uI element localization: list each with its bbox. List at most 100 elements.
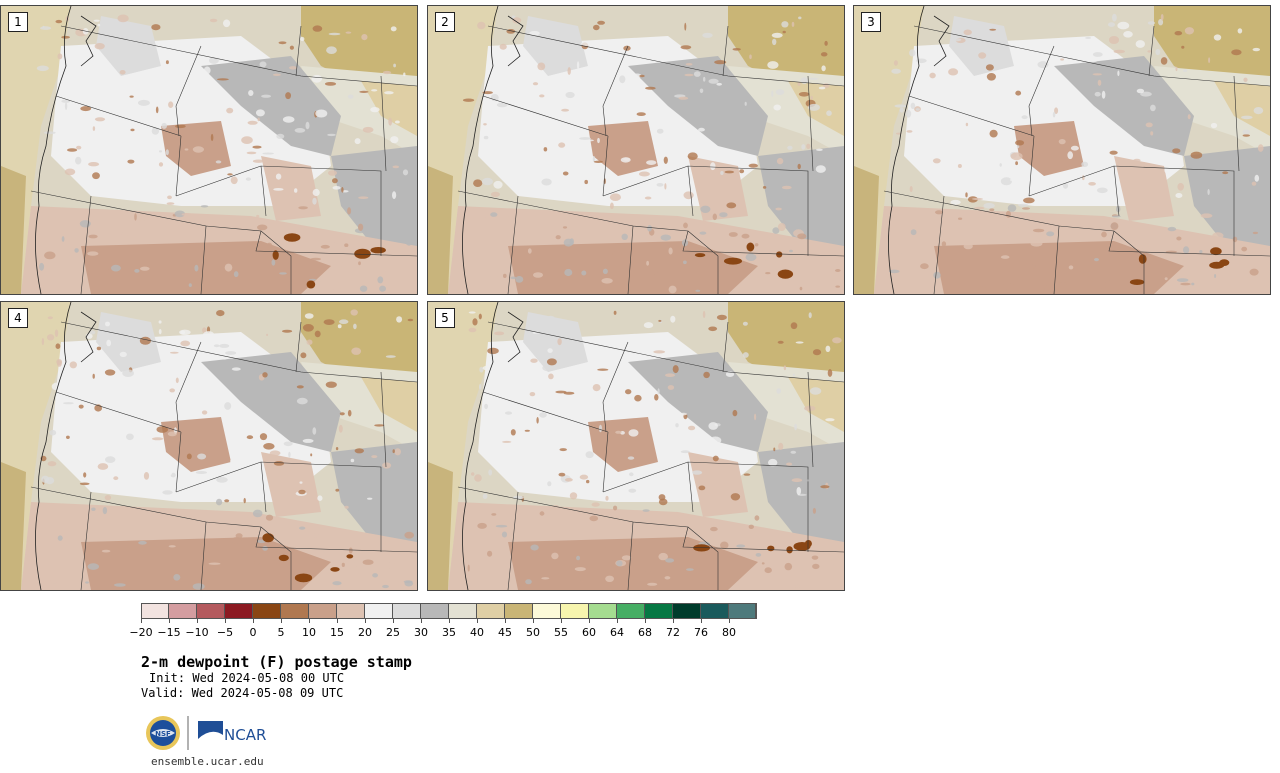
dewpoint-speckle bbox=[144, 490, 152, 499]
dewpoint-speckle bbox=[1222, 171, 1229, 175]
dewpoint-speckle bbox=[122, 369, 134, 377]
dewpoint-speckle bbox=[165, 149, 169, 156]
member-panel-1[interactable]: 1 bbox=[0, 5, 418, 295]
dewpoint-speckle bbox=[825, 345, 831, 352]
colorbar-tick-mark bbox=[393, 619, 394, 623]
dewpoint-region bbox=[331, 442, 417, 562]
dewpoint-speckle bbox=[345, 31, 352, 34]
dewpoint-speckle bbox=[1111, 215, 1121, 218]
website-link[interactable]: ensemble.ucar.edu bbox=[151, 755, 264, 768]
dewpoint-speckle bbox=[665, 373, 675, 377]
coastline bbox=[462, 302, 499, 590]
dewpoint-speckle bbox=[897, 253, 903, 257]
dewpoint-speckle bbox=[557, 338, 562, 346]
dewpoint-speckle bbox=[1117, 21, 1130, 30]
dewpoint-speckle bbox=[656, 183, 664, 187]
dewpoint-speckle bbox=[794, 423, 797, 431]
dewpoint-speckle bbox=[499, 43, 507, 50]
dewpoint-speckle bbox=[525, 579, 532, 585]
low-dewpoint-spot bbox=[776, 251, 783, 258]
dewpoint-speckle bbox=[348, 547, 353, 554]
dewpoint-speckle bbox=[377, 268, 386, 275]
dewpoint-speckle bbox=[474, 474, 482, 482]
dewpoint-speckle bbox=[539, 94, 545, 98]
dewpoint-speckle bbox=[543, 147, 548, 152]
dewpoint-speckle bbox=[155, 106, 159, 114]
dewpoint-speckle bbox=[601, 278, 613, 284]
member-panel-3[interactable]: 3 bbox=[853, 5, 1271, 295]
dewpoint-speckle bbox=[1158, 19, 1164, 26]
dewpoint-speckle bbox=[341, 187, 344, 193]
dewpoint-speckle bbox=[323, 548, 331, 553]
member-panel-2[interactable]: 2 bbox=[427, 5, 845, 295]
dewpoint-speckle bbox=[796, 487, 802, 495]
dewpoint-speckle bbox=[113, 476, 119, 481]
dewpoint-speckle bbox=[478, 313, 482, 320]
dewpoint-speckle bbox=[114, 583, 126, 587]
dewpoint-speckle bbox=[808, 103, 820, 111]
dewpoint-speckle bbox=[91, 507, 96, 511]
dewpoint-speckle bbox=[826, 110, 832, 116]
dewpoint-speckle bbox=[658, 494, 666, 501]
dewpoint-speckle bbox=[487, 347, 499, 355]
dewpoint-speckle bbox=[224, 402, 232, 410]
dewpoint-speckle bbox=[1202, 261, 1209, 266]
dewpoint-speckle bbox=[139, 122, 142, 128]
member-panel-4[interactable]: 4 bbox=[0, 301, 418, 591]
member-number-label: 3 bbox=[861, 12, 881, 32]
dewpoint-speckle bbox=[256, 214, 260, 218]
member-panel-5[interactable]: 5 bbox=[427, 301, 845, 591]
dewpoint-speckle bbox=[111, 264, 121, 272]
dewpoint-speckle bbox=[1174, 31, 1183, 36]
dewpoint-speckle bbox=[1029, 172, 1034, 175]
dewpoint-speckle bbox=[1101, 231, 1107, 238]
dewpoint-speckle bbox=[325, 381, 337, 388]
dewpoint-speckle bbox=[1085, 58, 1098, 63]
dewpoint-speckle bbox=[663, 156, 668, 164]
dewpoint-speckle bbox=[468, 327, 477, 333]
dewpoint-speckle bbox=[1214, 274, 1217, 278]
dewpoint-speckle bbox=[668, 540, 678, 544]
dewpoint-speckle bbox=[78, 404, 84, 409]
dewpoint-speckle bbox=[262, 372, 268, 378]
dewpoint-speckle bbox=[639, 74, 645, 78]
dewpoint-speckle bbox=[272, 73, 281, 77]
colorbar-tick-mark bbox=[477, 619, 478, 623]
dewpoint-speckle bbox=[1054, 107, 1059, 114]
dewpoint-speckle bbox=[789, 249, 793, 253]
dewpoint-speckle bbox=[667, 385, 675, 390]
dewpoint-speckle bbox=[202, 331, 215, 339]
dewpoint-speckle bbox=[708, 78, 719, 84]
dewpoint-speckle bbox=[824, 40, 828, 46]
dewpoint-speckle bbox=[210, 133, 214, 142]
dewpoint-speckle bbox=[158, 162, 164, 167]
dewpoint-speckle bbox=[742, 321, 748, 326]
dewpoint-speckle bbox=[504, 213, 516, 217]
dewpoint-speckle bbox=[781, 185, 792, 190]
dewpoint-speckle bbox=[712, 213, 717, 221]
dewpoint-speckle bbox=[942, 258, 953, 264]
dewpoint-speckle bbox=[546, 358, 557, 366]
dewpoint-speckle bbox=[716, 82, 722, 86]
dewpoint-speckle bbox=[1176, 236, 1182, 241]
colorbar-swatch bbox=[673, 603, 701, 619]
colorbar-swatch bbox=[421, 603, 449, 619]
dewpoint-speckle bbox=[1187, 114, 1191, 120]
dewpoint-speckle bbox=[168, 545, 176, 548]
dewpoint-speckle bbox=[502, 440, 512, 443]
colorbar-swatch bbox=[645, 603, 673, 619]
dewpoint-speckle bbox=[56, 359, 63, 365]
dewpoint-region bbox=[261, 452, 321, 517]
dewpoint-speckle bbox=[933, 271, 941, 279]
dewpoint-speckle bbox=[396, 316, 403, 323]
dewpoint-speckle bbox=[482, 493, 488, 499]
dewpoint-speckle bbox=[636, 112, 646, 116]
dewpoint-speckle bbox=[328, 170, 337, 176]
dewpoint-speckle bbox=[1022, 207, 1030, 210]
dewpoint-speckle bbox=[491, 513, 497, 516]
dewpoint-speckle bbox=[1068, 265, 1074, 270]
dewpoint-speckle bbox=[702, 32, 713, 38]
dewpoint-speckle bbox=[127, 159, 135, 164]
dewpoint-speckle bbox=[965, 192, 968, 198]
dewpoint-region bbox=[261, 156, 321, 221]
